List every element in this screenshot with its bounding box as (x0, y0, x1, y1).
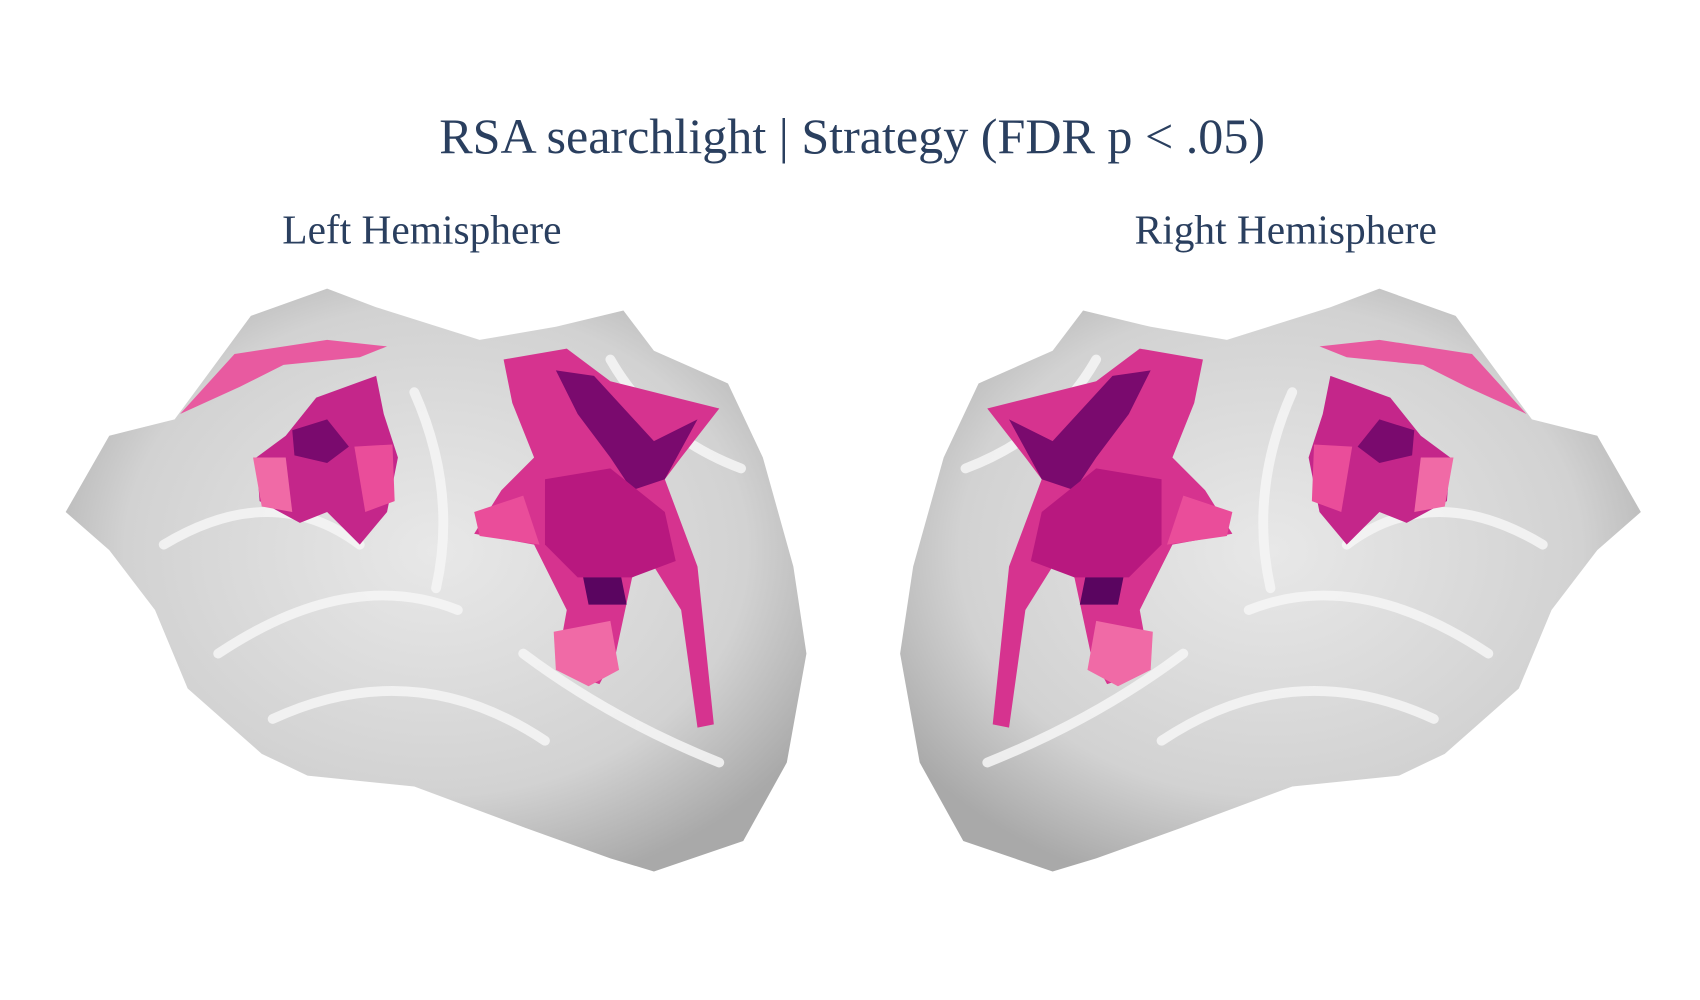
right-hemisphere (900, 289, 1641, 872)
left-hemisphere (66, 289, 807, 872)
figure-title: RSA searchlight | Strategy (FDR p < .05) (439, 108, 1265, 164)
panel-label: Right Hemisphere (1135, 207, 1437, 253)
panel-label: Left Hemisphere (282, 207, 561, 253)
